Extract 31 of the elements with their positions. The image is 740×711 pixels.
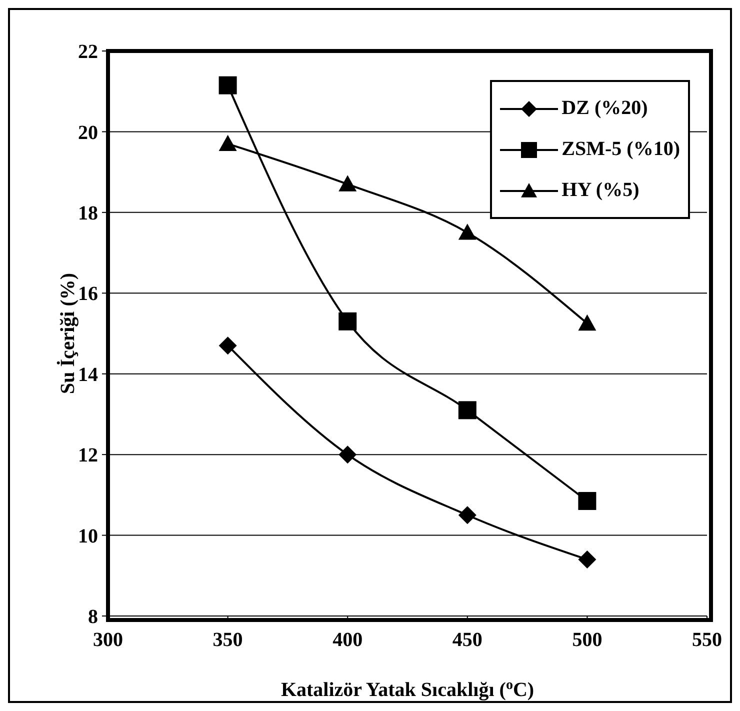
y-tick-label: 14 bbox=[78, 364, 98, 386]
point bbox=[338, 312, 357, 330]
point bbox=[338, 446, 357, 464]
y-tick-label: 10 bbox=[78, 525, 98, 548]
y-tick-label: 18 bbox=[78, 202, 98, 225]
x-tick-label: 500 bbox=[572, 629, 602, 652]
y-tick-label: 22 bbox=[78, 41, 98, 64]
point bbox=[218, 336, 237, 355]
y-tick-label: 16 bbox=[78, 283, 98, 306]
point bbox=[218, 134, 237, 152]
legend-label: HY (%5) bbox=[562, 179, 640, 202]
x-tick-label: 300 bbox=[93, 629, 123, 652]
point bbox=[578, 314, 596, 331]
legend-label: DZ (%20) bbox=[562, 97, 648, 120]
x-tick-label: 400 bbox=[332, 629, 363, 652]
y-tick-label: 8 bbox=[88, 606, 98, 628]
y-tick-label: 20 bbox=[78, 122, 98, 144]
point bbox=[578, 550, 596, 568]
point bbox=[458, 401, 476, 420]
y-tick-label: 12 bbox=[78, 444, 98, 467]
x-tick-label: 450 bbox=[452, 629, 482, 652]
x-axis-title: Katalizör Yatak Sıcaklığı ($^{o}$C) bbox=[280, 678, 534, 701]
legend-label: ZSM-5 (%10) bbox=[562, 138, 680, 161]
x-tick-label: 550 bbox=[692, 629, 722, 652]
point bbox=[458, 224, 476, 240]
y-axis-title: Su İçeriği (%) bbox=[56, 272, 79, 394]
x-tick-label: 350 bbox=[212, 629, 243, 652]
point bbox=[218, 76, 237, 94]
point bbox=[338, 175, 357, 192]
point bbox=[458, 506, 476, 524]
point bbox=[578, 492, 596, 510]
